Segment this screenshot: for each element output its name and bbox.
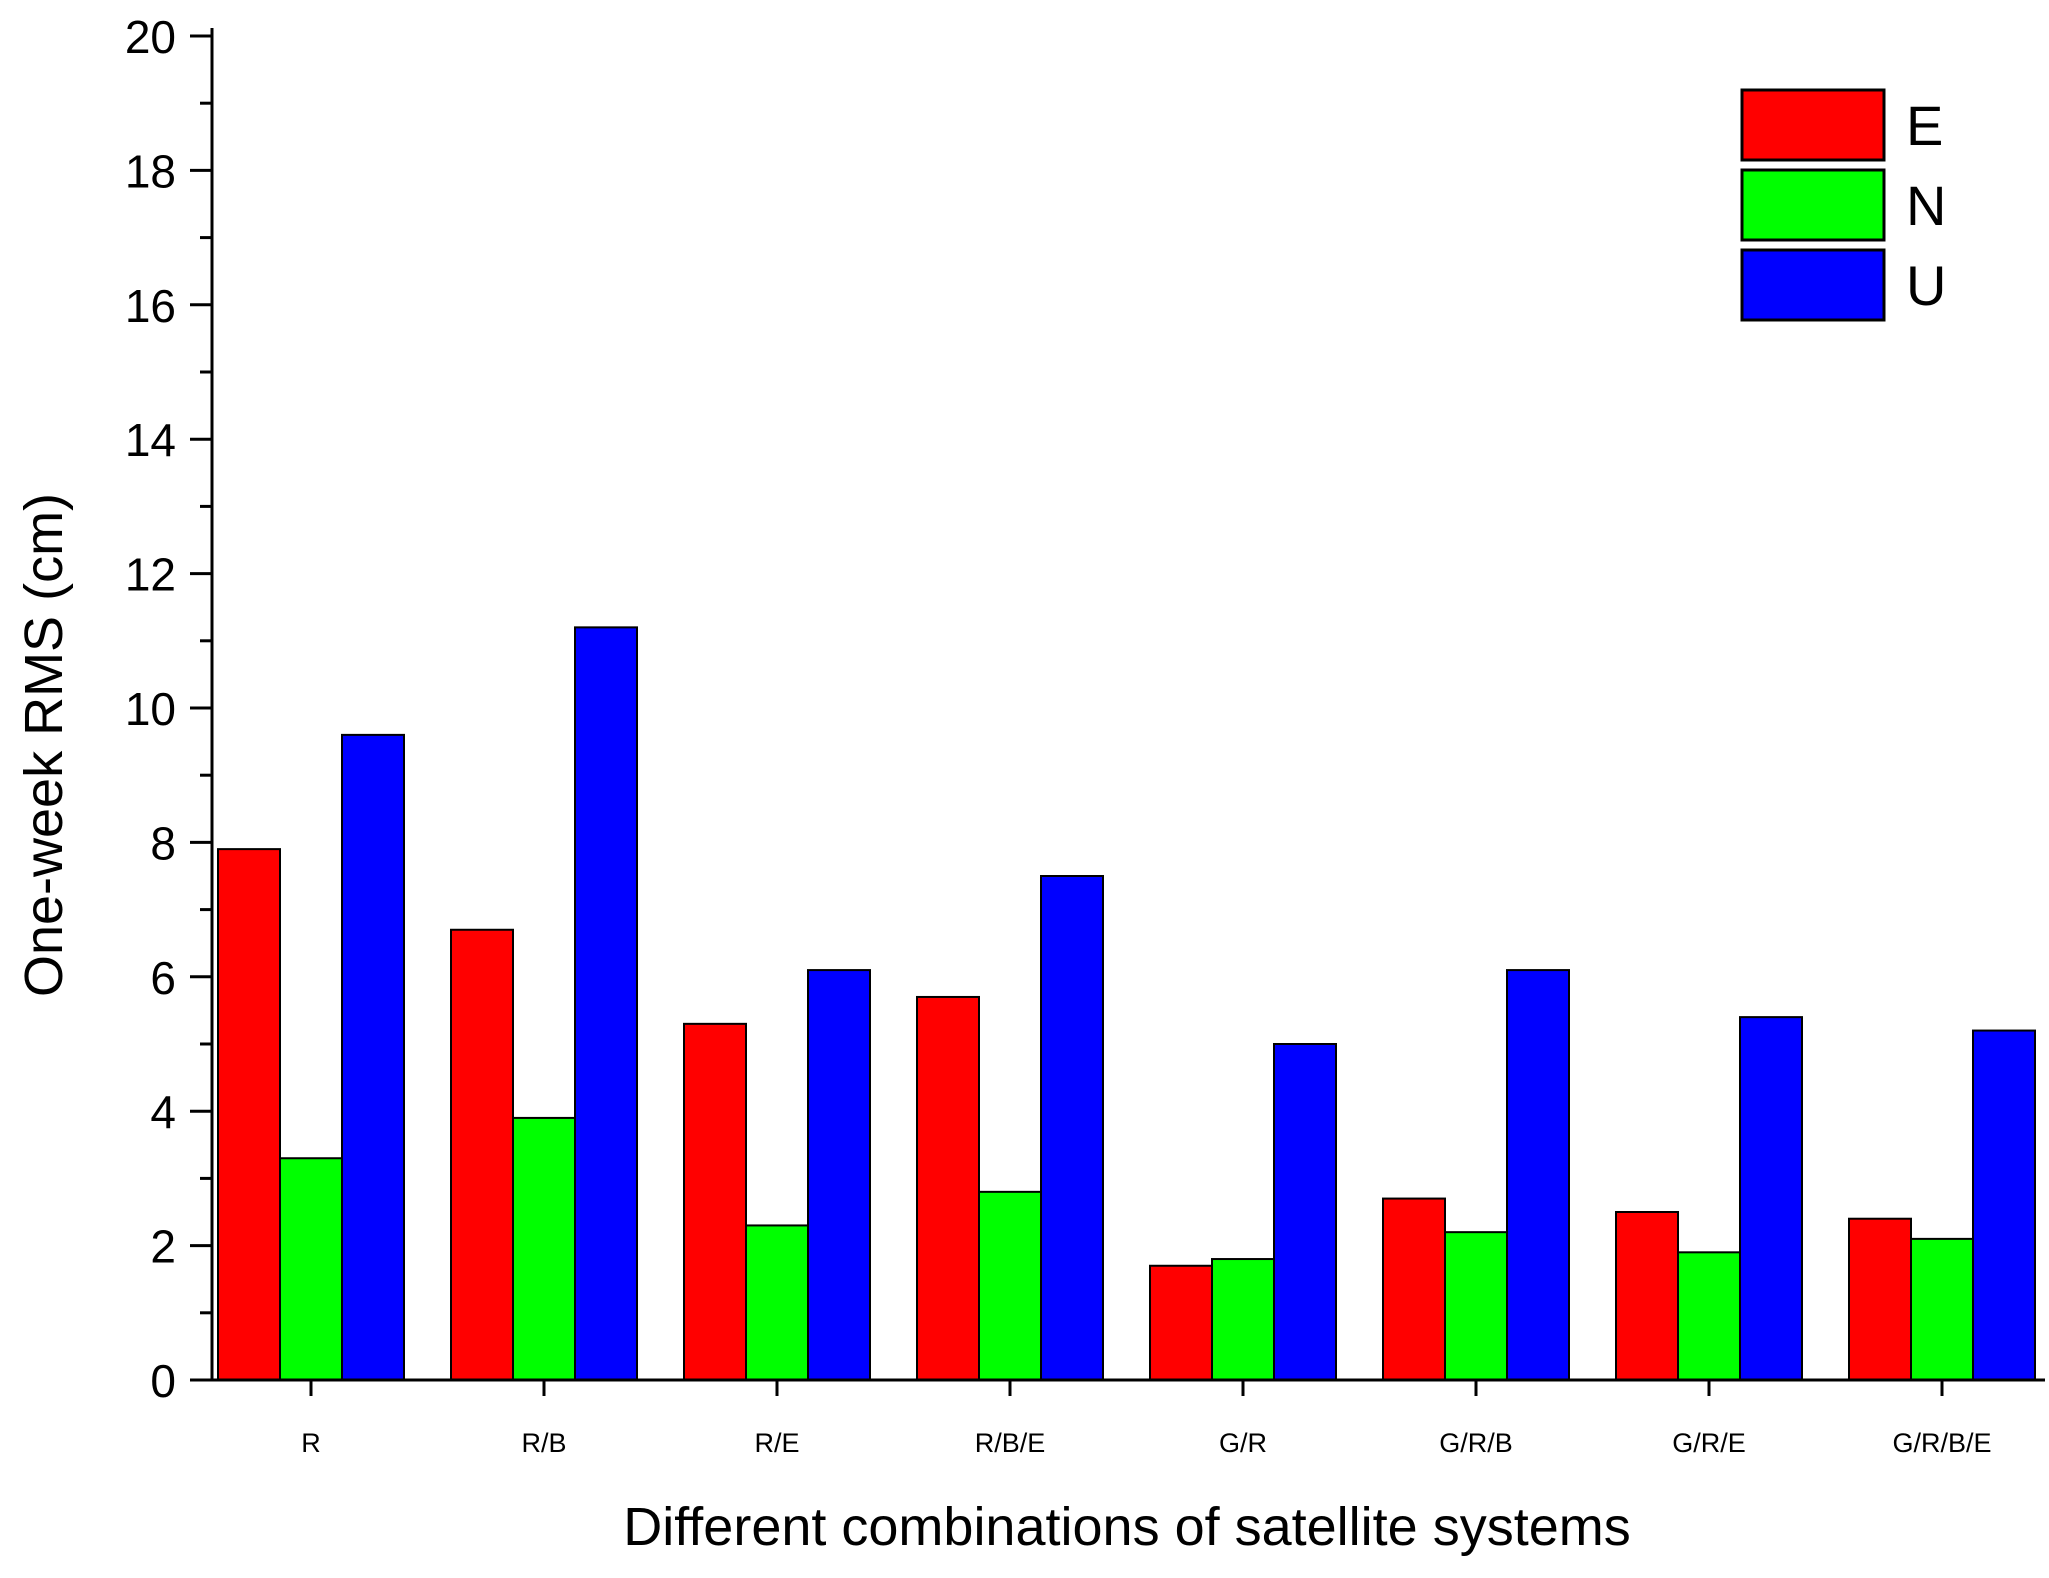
axes-layer: R R/B R/E R/B/E G/R G/R/B G/R/E G/R/B/E 0 2 4 6 8 10 1… — [125, 11, 2045, 1458]
y-tick-label: 8 — [150, 817, 176, 869]
bar-E-G/R/B — [1382, 1197, 1446, 1382]
legend-label-E: E — [1906, 94, 1943, 157]
y-tick-label: 12 — [125, 549, 176, 601]
bar-N-G/R/B/E — [1910, 1237, 1974, 1381]
bar-U-G/R/E — [1739, 1016, 1803, 1381]
bar-U-G/R/B — [1506, 969, 1570, 1382]
bar-N-R — [279, 1157, 343, 1381]
bar-N-G/R — [1211, 1258, 1275, 1382]
y-tick-label: 20 — [125, 11, 176, 63]
legend-swatch-U — [1740, 248, 1886, 322]
bar-E-R — [217, 848, 281, 1381]
legend-swatch-N — [1740, 168, 1886, 242]
bar-N-G/R/B — [1444, 1231, 1508, 1382]
legend-label-N: N — [1906, 174, 1946, 237]
legend: ENU — [1740, 88, 1946, 322]
bar-N-R/E — [745, 1224, 809, 1381]
x-axis-title: Different combinations of satellite syst… — [623, 1497, 1630, 1557]
y-tick-label: 4 — [150, 1086, 176, 1138]
bar-N-G/R/E — [1677, 1251, 1741, 1381]
y-tick-label: 6 — [150, 952, 176, 1004]
bar-U-R/B/E — [1040, 875, 1104, 1381]
x-tick-label: G/R — [1219, 1428, 1267, 1458]
bar-E-R/B — [450, 928, 514, 1381]
legend-swatch-E — [1740, 88, 1886, 162]
bar-U-R — [341, 733, 405, 1381]
x-tick-label: R/E — [754, 1428, 799, 1458]
y-tick-label: 16 — [125, 280, 176, 332]
bar-N-R/B — [512, 1116, 576, 1382]
y-tick-label: 14 — [125, 414, 176, 466]
bar-U-G/R — [1273, 1043, 1337, 1381]
bar-E-G/R/E — [1615, 1211, 1679, 1381]
x-tick-label: G/R/B/E — [1892, 1428, 1991, 1458]
x-tick-label: R — [301, 1428, 321, 1458]
x-tick-label: G/R/B — [1439, 1428, 1513, 1458]
y-tick-label: 0 — [150, 1355, 176, 1407]
y-tick-label: 10 — [125, 683, 176, 735]
y-axis-title: One-week RMS (cm) — [14, 493, 74, 997]
bar-E-G/R/B/E — [1848, 1217, 1912, 1381]
y-tick-label: 18 — [125, 145, 176, 197]
bar-E-R/E — [683, 1022, 747, 1382]
bar-N-R/B/E — [978, 1190, 1042, 1381]
x-tick-label: G/R/E — [1672, 1428, 1746, 1458]
legend-label-U: U — [1906, 254, 1946, 317]
bar-E-R/B/E — [916, 995, 980, 1382]
bar-U-G/R/B/E — [1972, 1029, 2036, 1382]
bar-U-R/B — [574, 626, 638, 1381]
bar-U-R/E — [807, 969, 871, 1382]
x-tick-label: R/B/E — [975, 1428, 1046, 1458]
x-tick-label: R/B — [521, 1428, 566, 1458]
y-tick-label: 2 — [150, 1221, 176, 1273]
bars-layer — [217, 626, 2036, 1382]
bar-E-G/R — [1149, 1264, 1213, 1382]
